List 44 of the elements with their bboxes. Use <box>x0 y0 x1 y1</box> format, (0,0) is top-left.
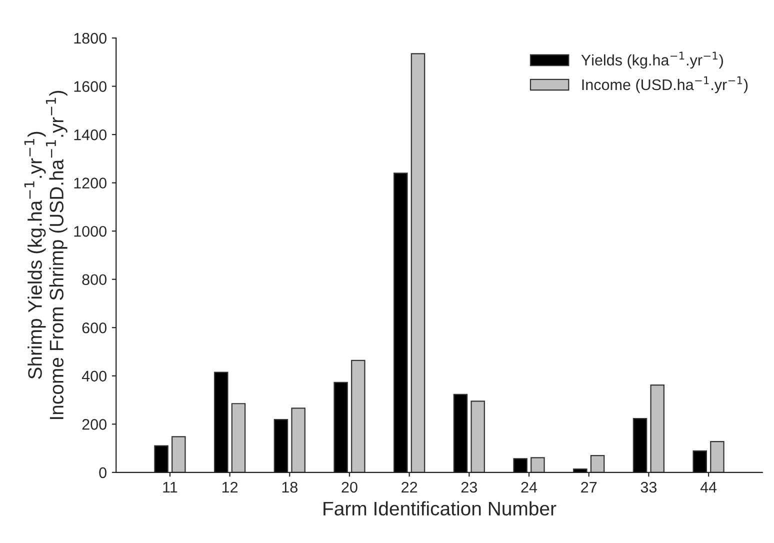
y-tick-label: 1800 <box>74 32 106 44</box>
text: Shrimp Yields (kg.ha$^{−1}$.yr$^{−1}$) Income From Shrimp (USD.ha$^{−1}$.yr$^{−1}$) <box>24 90 68 419</box>
x-tick-label: 44 <box>700 482 717 493</box>
x-tick-label: 18 <box>282 482 298 493</box>
x-tick-label: 20 <box>342 482 358 493</box>
legend-label: Yields (kg.ha$^{−1}$.yr$^{−1}$) <box>581 52 723 69</box>
bar <box>470 400 485 472</box>
bar <box>274 419 288 472</box>
x-tick-label: 11 <box>163 482 178 493</box>
legend-label: Income (USD.ha$^{−1}$.yr$^{−1}$) <box>582 76 748 94</box>
bar <box>410 53 426 472</box>
x-axis-title: Farm Identification Number <box>324 501 556 516</box>
y-tick-label: 1600 <box>74 81 106 92</box>
bar <box>334 382 348 472</box>
y-tick-label: 600 <box>82 322 106 334</box>
bar <box>573 468 588 472</box>
bar <box>394 172 408 472</box>
bar <box>351 360 366 472</box>
bar <box>231 403 246 472</box>
bar <box>154 445 168 472</box>
bar <box>291 408 306 472</box>
x-tick-label: 12 <box>222 482 238 493</box>
y-tick-label: 400 <box>82 370 106 382</box>
bar <box>453 394 468 472</box>
bar <box>513 458 528 472</box>
y-tick-label: 1000 <box>74 226 106 237</box>
bar <box>171 436 186 472</box>
x-tick-label: 22 <box>402 482 418 493</box>
x-tick-label: 33 <box>640 482 657 493</box>
x-tick-label: 27 <box>581 482 597 493</box>
y-tick-label: 0 <box>99 467 106 478</box>
bar <box>650 384 665 472</box>
y-tick-label: 200 <box>82 419 106 430</box>
bar <box>214 372 228 472</box>
bar <box>632 418 648 472</box>
bar <box>530 457 545 472</box>
y-tick-label: 1200 <box>74 178 106 188</box>
bar <box>590 454 605 472</box>
y-tick-label: 800 <box>82 274 106 286</box>
bar <box>692 450 707 472</box>
x-tick-label: 24 <box>521 482 538 493</box>
x-tick-label: 23 <box>461 482 477 493</box>
bar <box>710 440 724 472</box>
y-tick-label: 1400 <box>74 129 106 140</box>
